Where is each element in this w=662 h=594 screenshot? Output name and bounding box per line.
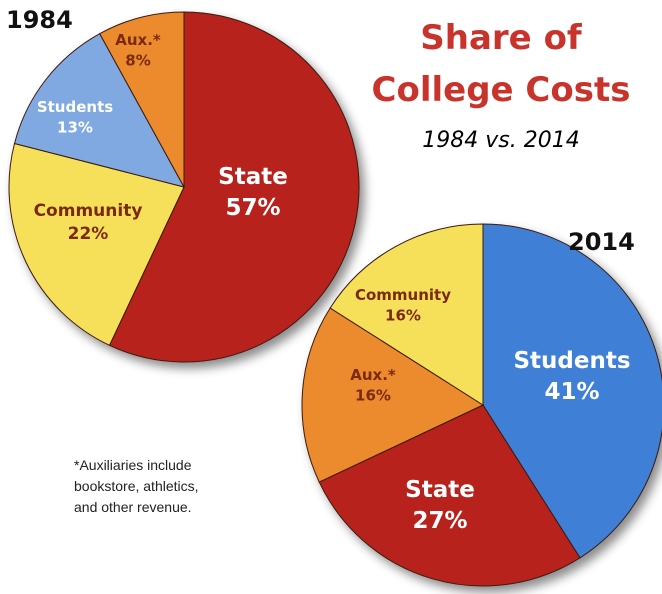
slice-label-2014-aux: Aux.*: [350, 366, 396, 384]
footnote-line-2: bookstore, athletics,: [74, 478, 199, 494]
chart-title-line-2: College Costs: [371, 70, 631, 110]
slice-label-1984-community: Community: [34, 201, 143, 221]
year-label-1984: 1984: [6, 6, 73, 34]
slice-label-2014-community: Community: [355, 286, 451, 304]
chart-title-line-1: Share of: [420, 18, 582, 58]
pie-slice-1984-community: [8, 142, 185, 347]
pie-slice-2014-aux: [301, 307, 485, 483]
slice-value-2014-state: 27%: [412, 508, 467, 534]
slice-label-2014-students: Students: [513, 348, 630, 374]
footnote-line-3: and other revenue.: [74, 499, 192, 515]
pie-slice-2014-state: [318, 404, 581, 587]
slice-value-1984-state: 57%: [225, 195, 280, 221]
slice-value-1984-community: 22%: [68, 224, 109, 244]
chart-subtitle: 1984 vs. 2014: [422, 128, 580, 153]
slice-value-2014-students: 41%: [544, 379, 599, 405]
slice-label-2014-state: State: [405, 477, 475, 503]
pie-chart-2014: Students 41% State 27% Aux.* 16% Community 16%: [301, 223, 662, 587]
slice-value-1984-aux: 8%: [125, 51, 150, 69]
footnote: *Auxiliaries include bookstore, athletic…: [74, 455, 264, 518]
pie-slice-2014-community: [329, 223, 484, 406]
slice-label-1984-state: State: [218, 164, 288, 190]
pie-slice-1984-aux: [99, 11, 185, 188]
footnote-line-1: *Auxiliaries include: [74, 457, 192, 473]
slice-value-1984-students: 13%: [57, 118, 93, 136]
slice-value-2014-community: 16%: [385, 306, 421, 324]
pie-slice-1984-students: [13, 32, 185, 188]
pie-slice-1984-state: [108, 11, 360, 363]
pie-slice-2014-students: [482, 223, 662, 559]
slice-label-1984-aux: Aux.*: [115, 31, 161, 49]
pie-chart-1984: State 57% Community 22% Students 13% Aux.* 8%: [8, 11, 360, 363]
year-label-2014: 2014: [568, 228, 635, 256]
slice-label-1984-students: Students: [37, 98, 113, 116]
slice-value-2014-aux: 16%: [355, 386, 391, 404]
